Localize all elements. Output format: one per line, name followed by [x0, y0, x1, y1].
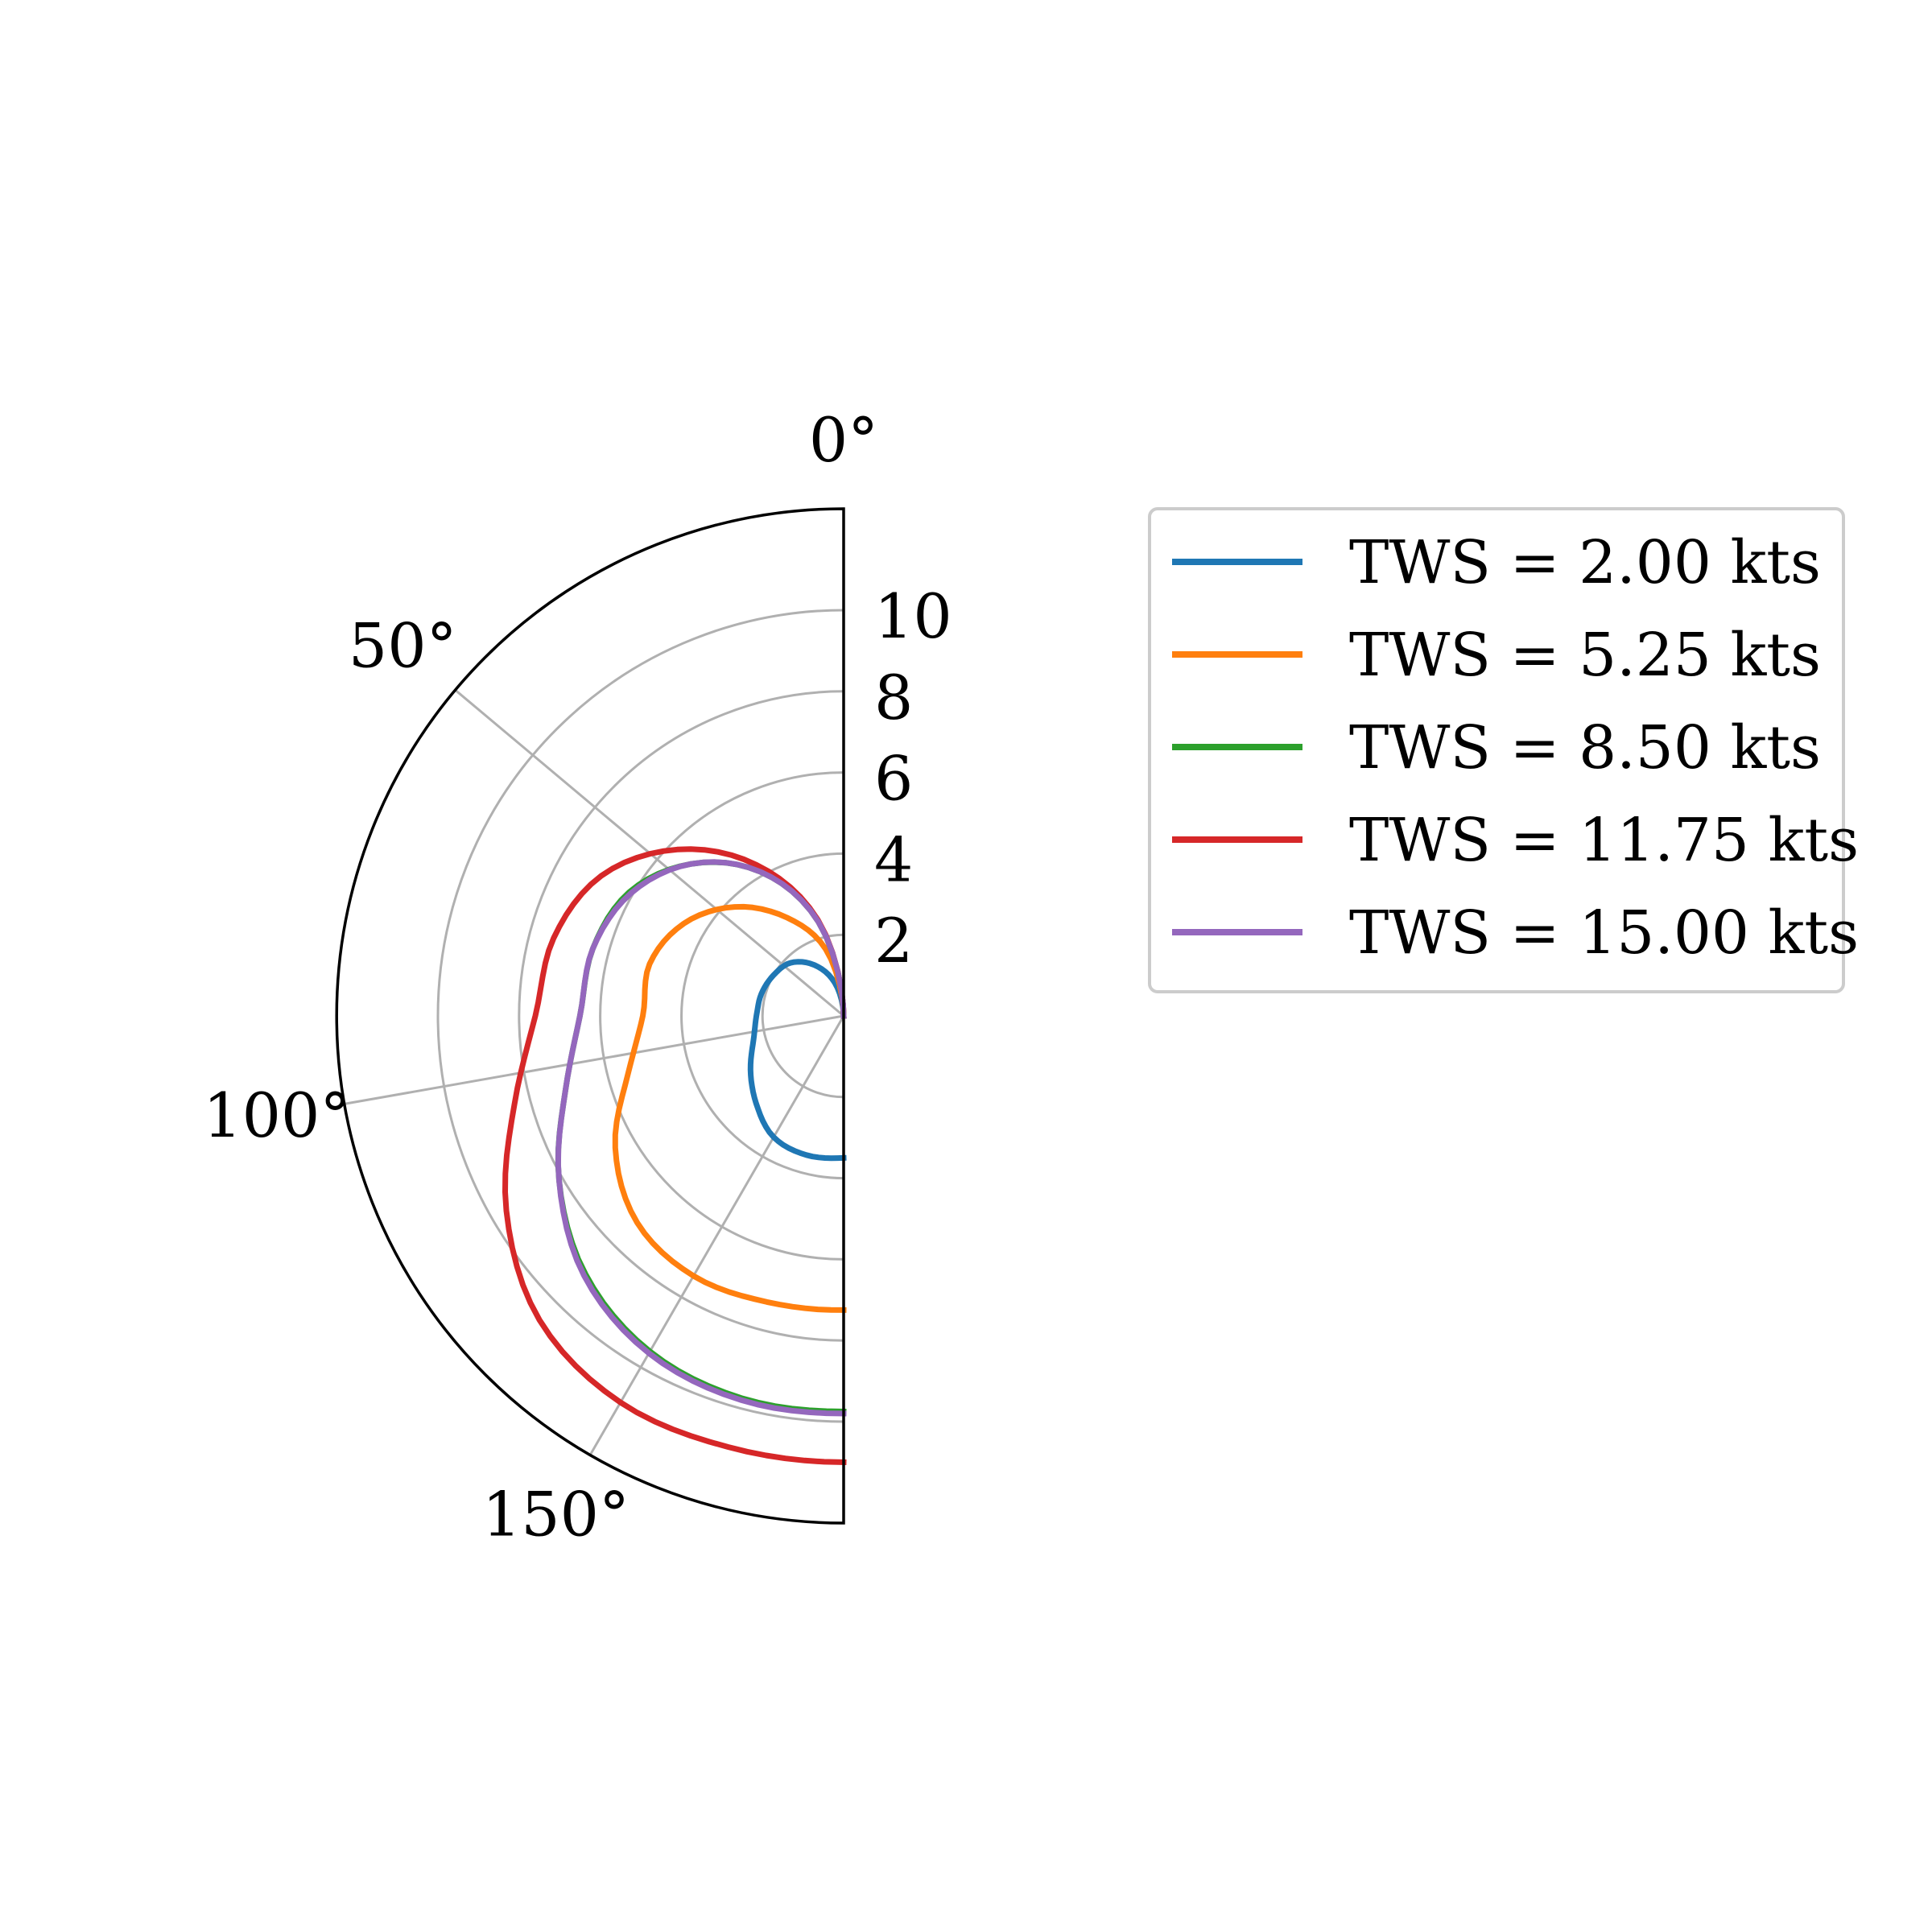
theta-tick-label-100: 100° — [203, 1080, 350, 1151]
series-lines — [502, 846, 847, 1465]
r-tick-label-6: 6 — [874, 743, 913, 815]
theta-grid-line-100 — [344, 1014, 844, 1105]
series-line-5 — [555, 859, 847, 1417]
r-grid-circle-2 — [761, 933, 844, 1099]
r-tick-label-4: 4 — [874, 824, 913, 895]
legend-label-2: TWS = 5.25 kts — [1349, 621, 1821, 690]
legend-box — [1148, 507, 1845, 993]
r-tick-label-10: 10 — [874, 580, 952, 652]
legend-label-1: TWS = 2.00 kts — [1349, 528, 1821, 597]
series-line-2 — [612, 903, 847, 1313]
theta-tick-label-0: 0° — [809, 404, 878, 476]
theta-tick-label-150: 150° — [482, 1478, 630, 1550]
r-tick-label-8: 8 — [874, 662, 913, 733]
legend-label-3: TWS = 8.50 kts — [1349, 713, 1821, 782]
r-grid-circle-10 — [436, 609, 844, 1423]
polar-spine — [335, 507, 845, 1525]
legend: TWS = 2.00 kts TWS = 5.25 kts TWS = 8.50 k… — [1148, 507, 1859, 993]
series-line-1 — [747, 959, 847, 1162]
r-grid-circle-8 — [518, 690, 844, 1342]
theta-grid-line-150 — [588, 1015, 845, 1456]
legend-label-4: TWS = 11.75 kts — [1349, 806, 1859, 875]
theta-tick-label-50: 50° — [349, 609, 457, 681]
r-grid-circle-6 — [599, 771, 844, 1261]
legend-label-5: TWS = 15.00 kts — [1349, 898, 1859, 968]
series-line-4 — [502, 846, 847, 1465]
r-tick-label-2: 2 — [874, 905, 913, 976]
series-line-3 — [555, 859, 847, 1414]
polar-frame — [335, 507, 845, 1525]
